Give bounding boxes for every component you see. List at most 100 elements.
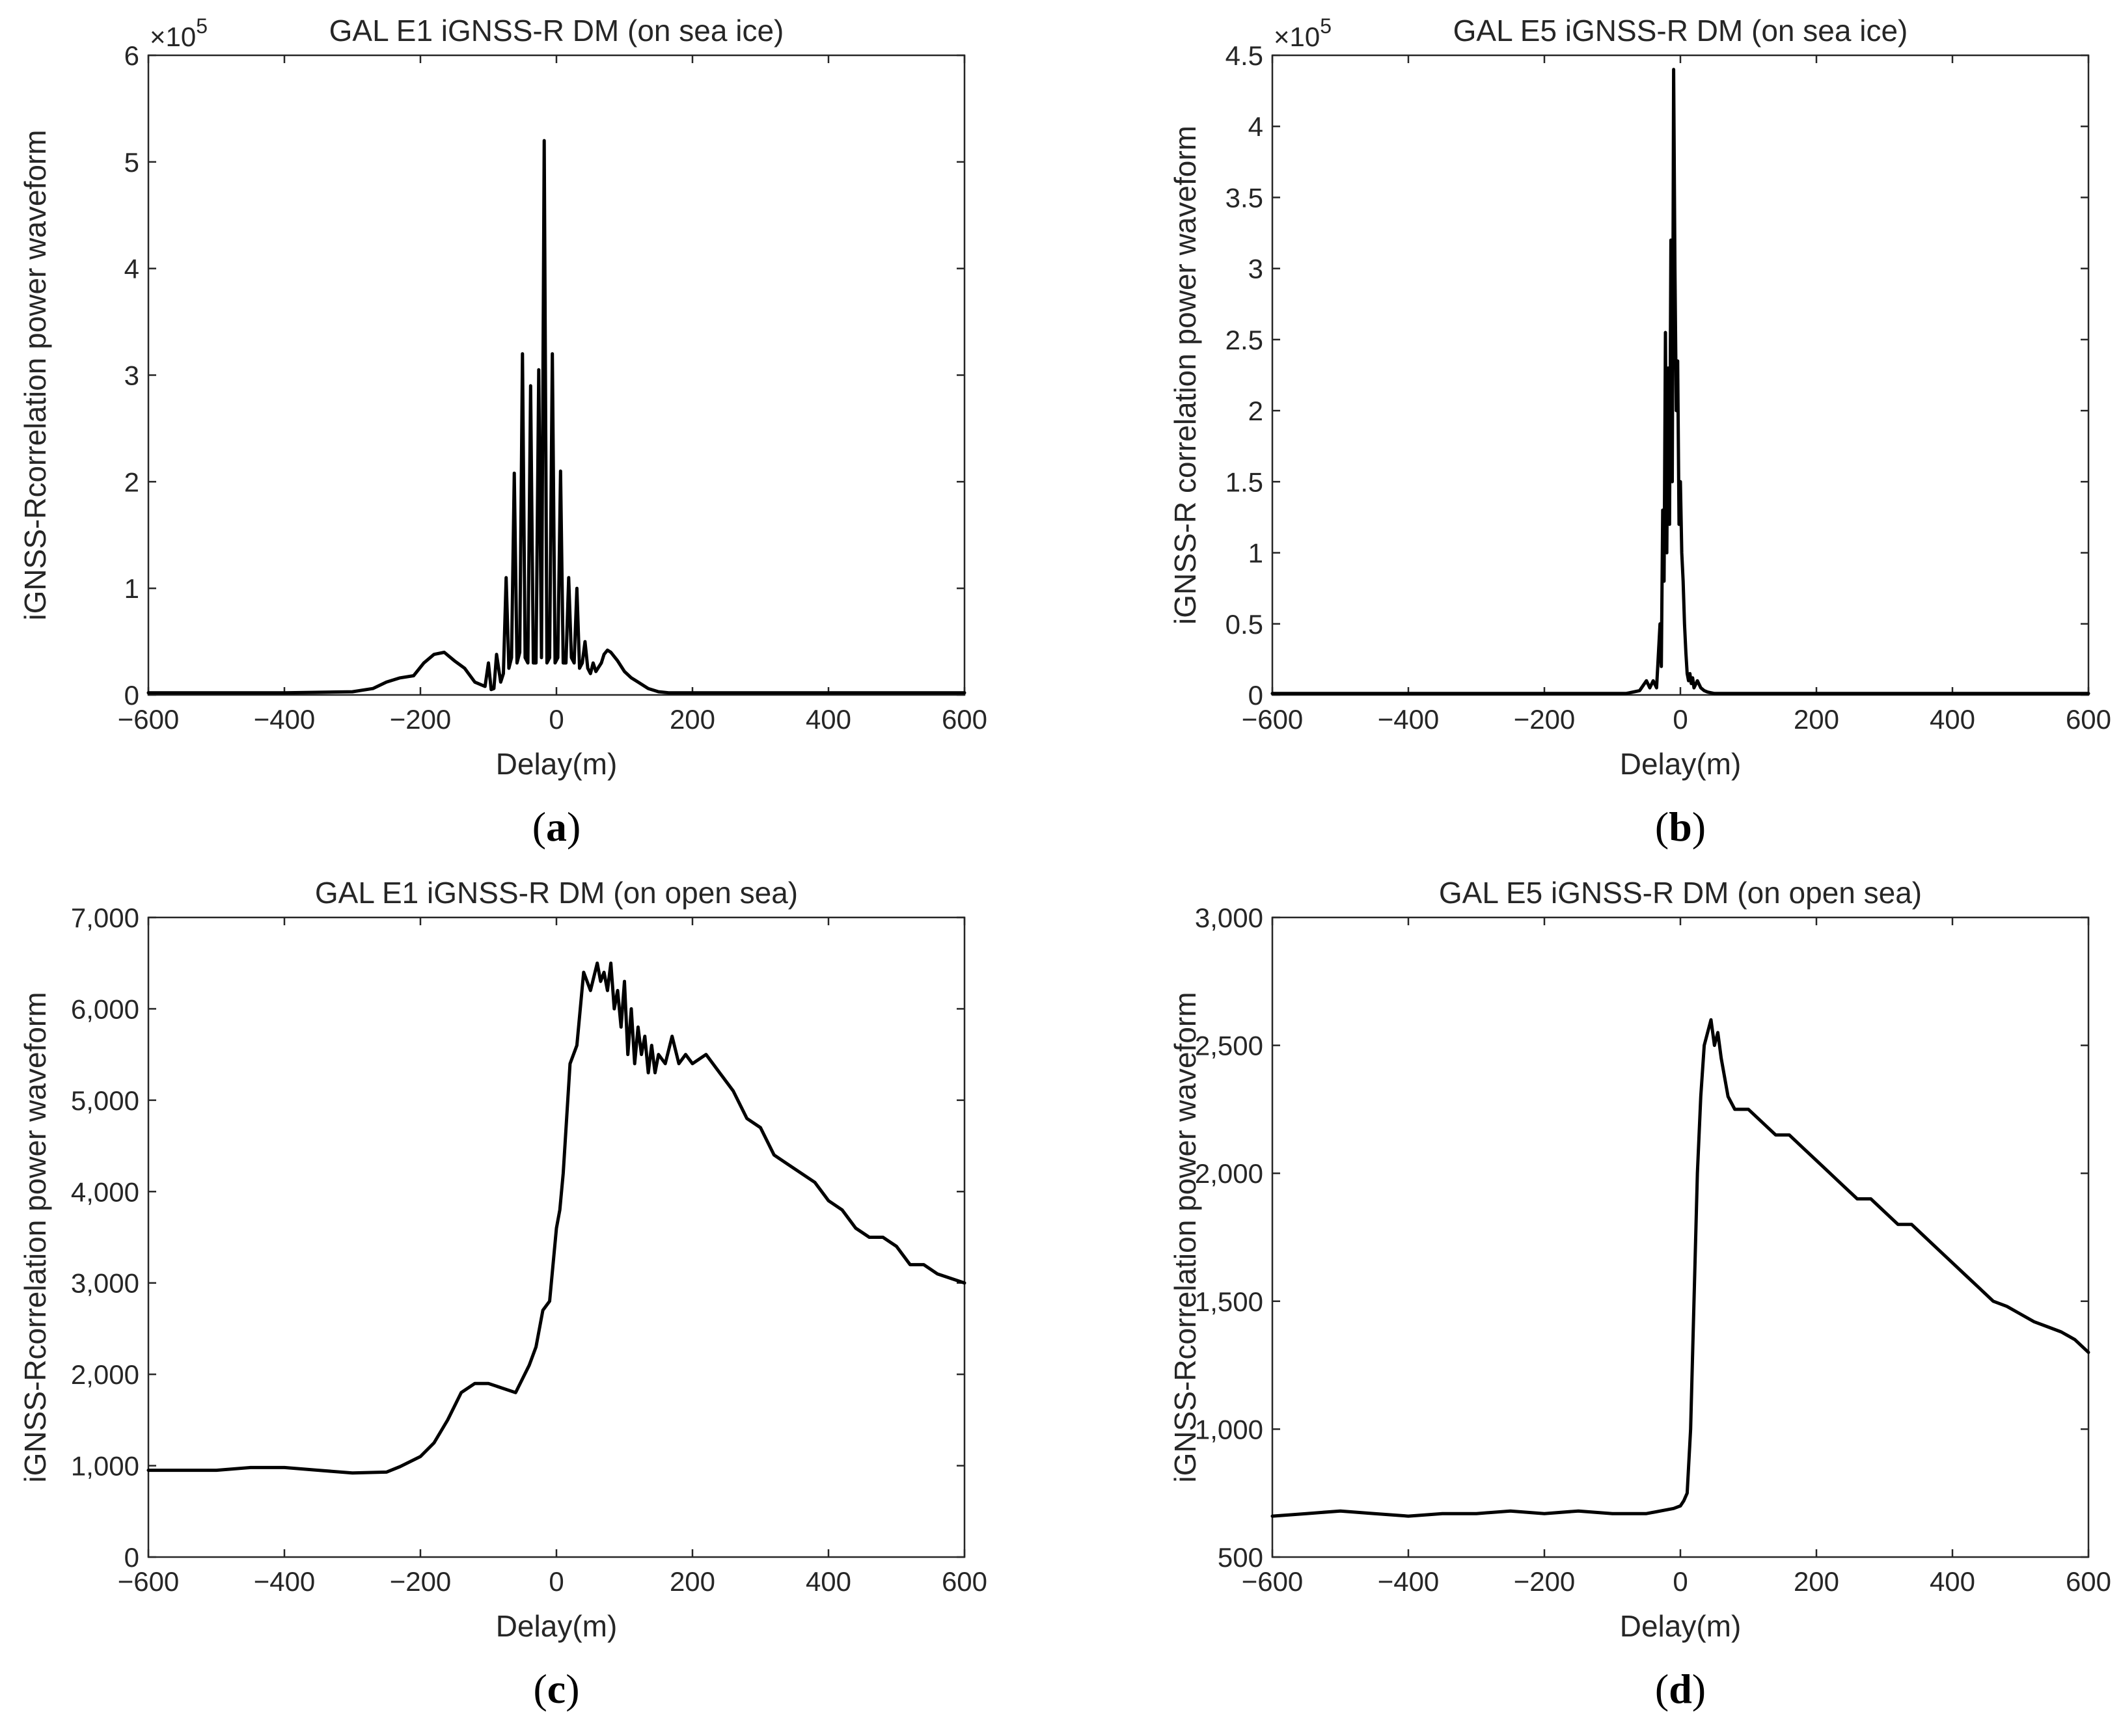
panel-label-close-paren: ): [1692, 1666, 1706, 1712]
series-line-1: [1270, 68, 2090, 696]
panel-label-letter: b: [1669, 804, 1692, 850]
y-tick-label: 1: [1248, 538, 1263, 569]
x-tick-label: −400: [254, 704, 316, 735]
x-tick-label: 600: [2066, 1566, 2111, 1597]
x-tick-label: −400: [254, 1566, 316, 1597]
x-tick-label: 600: [942, 704, 987, 735]
x-tick-label: −600: [118, 1566, 180, 1597]
y-tick-label: 1,500: [1195, 1286, 1263, 1317]
y-tick-label: 2,000: [1195, 1158, 1263, 1189]
y-tick-label: 0: [124, 680, 139, 711]
y-tick-label: 4.5: [1225, 40, 1263, 71]
x-axis-label: Delay(m): [1620, 747, 1742, 781]
plot-area-frame: [1271, 916, 2090, 1558]
y-tick-label: 1.5: [1225, 467, 1263, 497]
panel-label: (a): [532, 804, 581, 850]
y-tick-label: 3,000: [71, 1268, 139, 1299]
y-tick-label: 2: [1248, 396, 1263, 426]
x-tick-label: −200: [1514, 704, 1576, 735]
panel-label-close-paren: ): [566, 1666, 579, 1712]
y-tick-label: 2,000: [71, 1359, 139, 1390]
chart-panel-4: −600 −400 −200 0 200 400 600 500 1,000 1,500 2,000…: [1168, 876, 2111, 1712]
panel-label-open-paren: (: [1655, 804, 1669, 850]
x-tick-label: −200: [390, 1566, 452, 1597]
y-axis-exponent: ×105: [1274, 14, 1332, 52]
y-axis-label: iGNSS-Rcorrelation power waveform: [18, 129, 52, 620]
x-tick-label: 600: [942, 1566, 987, 1597]
y-tick-label: 3: [1248, 254, 1263, 284]
y-tick-label: 500: [1218, 1542, 1263, 1573]
x-tick-label: 0: [549, 1566, 564, 1597]
y-axis-label: iGNSS-Rcorrelation power waveform: [18, 992, 52, 1482]
x-tick-label: 400: [806, 1566, 851, 1597]
x-tick-label: 400: [806, 704, 851, 735]
x-tick-label: 200: [1794, 1566, 1839, 1597]
y-axis-label: iGNSS-Rcorrelation power waveform: [1168, 992, 1202, 1482]
series-line-1: [146, 961, 966, 1475]
y-tick-label: 6: [124, 40, 139, 71]
chart-title: GAL E1 iGNSS-R DM (on sea ice): [329, 14, 784, 47]
x-tick-label: 200: [1794, 704, 1839, 735]
x-tick-label: −400: [1378, 1566, 1440, 1597]
x-tick-label: −600: [1242, 1566, 1304, 1597]
y-tick-label: 2.5: [1225, 325, 1263, 355]
x-tick-label: −600: [1242, 704, 1304, 735]
y-tick-label: 1,000: [71, 1451, 139, 1482]
y-tick-label: 3: [124, 360, 139, 391]
x-tick-label: 400: [1930, 1566, 1975, 1597]
chart-panel-2: −600 −400 −200 0 200 400 600 0 0.5 1 1.5 2 2.5 3 3.5 4 4…: [1168, 14, 2111, 850]
x-tick-label: 0: [1673, 1566, 1688, 1597]
y-axis-label: iGNSS-R correlation power waveform: [1168, 126, 1202, 625]
chart-title: GAL E5 iGNSS-R DM (on sea ice): [1453, 14, 1908, 47]
panel-label-letter: a: [546, 804, 567, 850]
x-axis-label: Delay(m): [496, 747, 618, 781]
panel-label-open-paren: (: [533, 1666, 547, 1712]
y-tick-label: 3.5: [1225, 182, 1263, 213]
series-line-1: [146, 139, 966, 695]
y-tick-label: 1,000: [1195, 1414, 1263, 1444]
x-tick-label: 200: [670, 1566, 715, 1597]
y-tick-label: 7,000: [71, 902, 139, 933]
x-tick-label: 400: [1930, 704, 1975, 735]
plot-area-frame: [1271, 54, 2090, 696]
y-tick-label: 6,000: [71, 994, 139, 1024]
panel-label: (b): [1655, 804, 1706, 850]
x-tick-label: 0: [1673, 704, 1688, 735]
y-tick-label: 4: [124, 254, 139, 284]
panel-label-open-paren: (: [1655, 1666, 1669, 1712]
chart-title: GAL E5 iGNSS-R DM (on open sea): [1439, 876, 1922, 910]
x-axis-label: Delay(m): [496, 1609, 618, 1643]
series-line-1: [1270, 1018, 2090, 1518]
panel-label-open-paren: (: [532, 804, 546, 850]
y-tick-label: 0.5: [1225, 609, 1263, 640]
y-axis-exponent-power: 5: [1320, 14, 1332, 38]
x-tick-label: −600: [118, 704, 180, 735]
y-tick-label: 1: [124, 573, 139, 604]
plot-area-frame: [147, 54, 966, 696]
x-tick-label: −200: [1514, 1566, 1576, 1597]
panel-label-close-paren: ): [567, 804, 581, 850]
y-tick-label: 0: [124, 1542, 139, 1573]
chart-title: GAL E1 iGNSS-R DM (on open sea): [315, 876, 798, 910]
y-tick-label: 2,500: [1195, 1031, 1263, 1061]
x-tick-label: 600: [2066, 704, 2111, 735]
panel-label-letter: d: [1669, 1666, 1692, 1712]
y-tick-label: 4: [1248, 111, 1263, 142]
panel-label-letter: c: [547, 1666, 566, 1712]
chart-panel-1: −600 −400 −200 0 200 400 600 0 1 2 3 4 5 6 ×105 GAL E1 …: [18, 14, 987, 850]
x-tick-label: −200: [390, 704, 452, 735]
y-tick-label: 5,000: [71, 1085, 139, 1116]
panel-label: (d): [1655, 1666, 1706, 1712]
x-axis-label: Delay(m): [1620, 1609, 1742, 1643]
y-tick-label: 3,000: [1195, 902, 1263, 933]
panel-label-close-paren: ): [1692, 804, 1706, 850]
x-tick-label: 0: [549, 704, 564, 735]
y-tick-label: 4,000: [71, 1176, 139, 1207]
x-tick-label: −400: [1378, 704, 1440, 735]
x-tick-label: 200: [670, 704, 715, 735]
y-axis-exponent-power: 5: [196, 14, 208, 38]
chart-panel-3: −600 −400 −200 0 200 400 600 0 1,000 2,000 3,000 4,…: [18, 876, 987, 1712]
y-tick-label: 2: [124, 467, 139, 497]
